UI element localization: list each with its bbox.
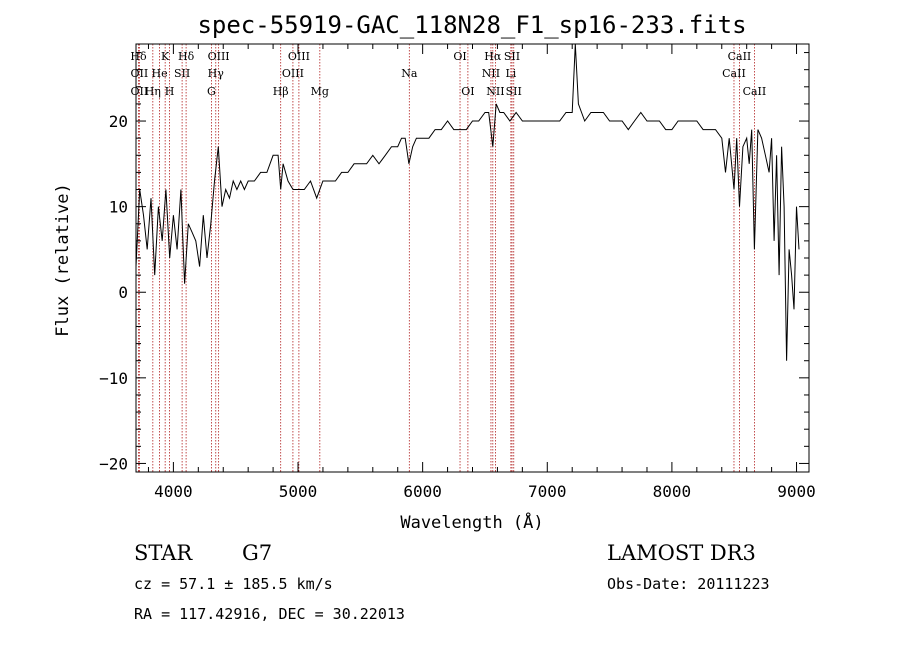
line-label: G	[207, 85, 216, 98]
chart-title: spec-55919-GAC_118N28_F1_sp16-233.fits	[197, 11, 746, 39]
line-label: OII	[131, 85, 149, 98]
line-label: CaII	[728, 50, 752, 63]
y-tick-label: −10	[99, 369, 128, 388]
line-label: OI	[461, 85, 474, 98]
object-subclass: G7	[242, 541, 272, 565]
y-axis-label: Flux (relative)	[53, 183, 73, 337]
x-tick-label: 8000	[653, 482, 692, 501]
line-label: Hγ	[208, 67, 225, 80]
line-label: NII	[486, 85, 504, 98]
line-label: OIII	[288, 50, 310, 63]
redshift-velocity: cz = 57.1 ± 185.5 km/s	[134, 575, 333, 593]
x-tick-label: 7000	[528, 482, 567, 501]
line-label: Li	[505, 67, 516, 80]
line-label: SII	[506, 85, 522, 98]
x-tick-label: 6000	[403, 482, 442, 501]
line-label: OIII	[208, 50, 230, 63]
spectrum-line	[135, 43, 800, 361]
line-label: Hβ	[273, 85, 289, 98]
line-label: OII	[131, 67, 149, 80]
line-label: Na	[401, 67, 418, 80]
x-tick-label: 4000	[154, 482, 193, 501]
y-tick-label: 0	[118, 283, 128, 302]
line-label: CaII	[722, 67, 746, 80]
y-tick-label: 20	[109, 112, 128, 131]
line-label: Hδ	[130, 50, 147, 63]
x-tick-label: 5000	[279, 482, 318, 501]
sky-coordinates: RA = 117.42916, DEC = 30.22013	[134, 605, 405, 623]
line-label: K	[161, 50, 170, 63]
line-label: SII	[504, 50, 520, 63]
y-axis: −20 −10 0 10 20	[99, 52, 809, 473]
line-label: SII	[174, 67, 190, 80]
y-tick-label: 10	[109, 198, 128, 217]
x-axis: 4000 5000 6000 7000 8000 9000	[147, 44, 816, 501]
line-label: OIII	[282, 67, 304, 80]
emission-line-markers	[138, 44, 755, 472]
x-tick-label: 9000	[777, 482, 816, 501]
line-label: Hη	[145, 85, 161, 98]
y-tick-label: −20	[99, 454, 128, 473]
line-label: Hα	[484, 50, 502, 63]
line-label: CaII	[743, 85, 767, 98]
survey-name: LAMOST DR3	[607, 541, 756, 565]
plot-frame	[135, 43, 810, 473]
observation-date: Obs-Date: 20111223	[607, 575, 770, 593]
line-label: H	[165, 85, 175, 98]
line-label: OI	[453, 50, 466, 63]
line-label: Hδ	[178, 50, 195, 63]
object-class: STAR	[134, 541, 193, 565]
x-axis-label: Wavelength (Å)	[400, 511, 543, 533]
line-label: NII	[482, 67, 500, 80]
line-label: He	[152, 67, 168, 80]
line-label: Mg	[311, 85, 329, 98]
